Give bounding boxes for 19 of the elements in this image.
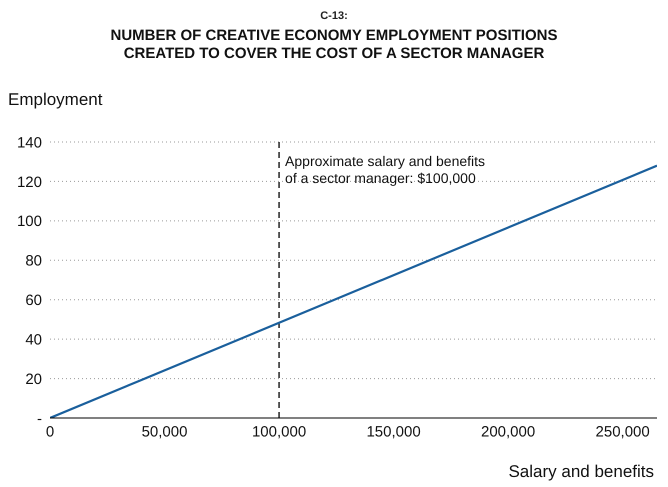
y-axis-title: Employment <box>8 90 102 110</box>
x-tick-label: 150,000 <box>366 424 421 441</box>
y-tick-label: - <box>37 410 42 428</box>
text: C-13: <box>319 10 349 22</box>
x-tick-label: 200,000 <box>480 424 536 441</box>
x-tick-label: 250,000 <box>596 424 650 441</box>
y-tick-label: 80 <box>25 252 42 270</box>
y-tick-label: 120 <box>16 174 42 191</box>
ref-line-label: Approximate salary and benefits of a sector manager: $100,000 <box>285 153 486 186</box>
y-tick-label: 100 <box>16 213 42 230</box>
y-tick-label: 20 <box>25 370 42 388</box>
y-tick-label: 40 <box>25 331 42 348</box>
y-tick-label: 140 <box>16 134 42 152</box>
x-tick-label: 0 <box>46 424 54 441</box>
x-tick-label: 50,000 <box>142 424 188 441</box>
x-axis-title: Salary and benefits <box>508 462 654 482</box>
chart-title: NUMBER OF CREATIVE ECONOMY EMPLOYMENT POSITIONS CREATED TO COVER THE COST OF A SECTOR MANAGER <box>110 27 558 63</box>
y-tick-label: 60 <box>25 292 42 310</box>
x-tick-label: 100,000 <box>252 424 306 441</box>
